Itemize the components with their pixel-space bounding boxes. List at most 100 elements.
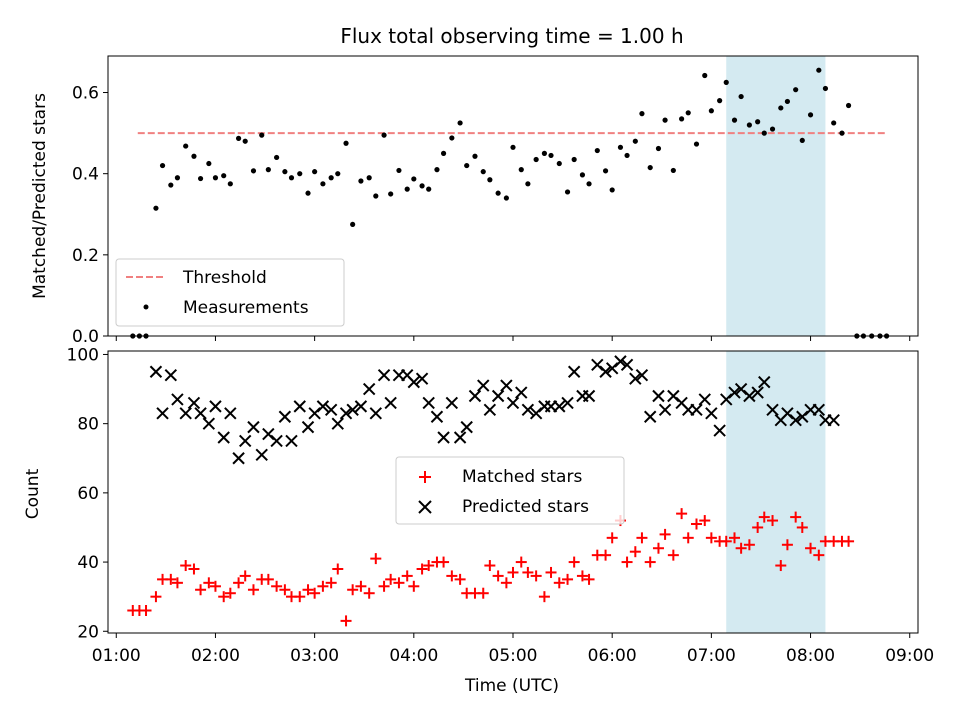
measurement-point bbox=[320, 181, 326, 187]
matched-star-point bbox=[600, 549, 612, 561]
measurement-point bbox=[388, 191, 394, 197]
matched-star-point bbox=[378, 580, 390, 592]
measurement-point bbox=[602, 168, 609, 174]
x-tick-label: 01:00 bbox=[92, 646, 141, 666]
bottom-y-axis-label: Count bbox=[23, 468, 43, 519]
legend-threshold-label: Threshold bbox=[182, 268, 267, 288]
predicted-star-point bbox=[812, 403, 826, 417]
predicted-star-point bbox=[224, 407, 237, 420]
matched-star-point bbox=[294, 591, 306, 603]
predicted-star-point bbox=[362, 382, 376, 396]
matched-star-point bbox=[636, 532, 648, 544]
predicted-star-point bbox=[354, 400, 368, 413]
matched-star-point bbox=[393, 577, 405, 589]
bottom-legend: Matched stars Predicted stars bbox=[395, 456, 625, 525]
bottom-legend-box bbox=[395, 456, 625, 525]
measurement-point bbox=[556, 160, 562, 167]
predicted-star-point bbox=[652, 389, 665, 403]
matched-star-point bbox=[180, 560, 192, 572]
predicted-star-point bbox=[766, 403, 779, 417]
matched-star-point bbox=[644, 556, 656, 568]
measurement-point bbox=[259, 132, 265, 138]
matched-star-point bbox=[188, 563, 200, 575]
measurement-point bbox=[831, 120, 837, 126]
measurement-point bbox=[495, 190, 501, 196]
measurement-point bbox=[358, 178, 364, 184]
measurement-point bbox=[472, 153, 478, 159]
y-tick-label: 0.2 bbox=[72, 246, 99, 266]
matched-star-point bbox=[150, 591, 162, 603]
measurement-point bbox=[464, 162, 470, 169]
matched-star-point bbox=[363, 587, 375, 599]
matched-star-point bbox=[515, 556, 527, 568]
matched-star-point bbox=[165, 573, 177, 585]
x-axis-label: Time (UTC) bbox=[464, 676, 559, 696]
measurement-point bbox=[153, 205, 159, 211]
matched-star-point bbox=[690, 518, 702, 530]
matched-star-point bbox=[507, 566, 519, 578]
predicted-star-point bbox=[316, 400, 330, 413]
predicted-star-point bbox=[171, 393, 184, 406]
measurement-point bbox=[746, 122, 752, 128]
predicted-star-point bbox=[477, 379, 490, 392]
matched-star-point bbox=[699, 515, 711, 527]
matched-star-point bbox=[805, 542, 817, 554]
measurement-point bbox=[679, 116, 685, 122]
measurement-point bbox=[288, 175, 295, 181]
y-tick-label: 0.6 bbox=[72, 84, 99, 104]
measurement-point bbox=[533, 156, 539, 163]
measurement-point bbox=[305, 190, 311, 196]
predicted-star-point bbox=[202, 417, 216, 430]
measurement-point bbox=[227, 181, 233, 187]
top-x-ticks bbox=[115, 336, 911, 341]
predicted-star-point bbox=[635, 369, 649, 382]
y-tick-label: 60 bbox=[77, 484, 99, 504]
predicted-star-point bbox=[422, 396, 435, 410]
legend-measurements-swatch bbox=[143, 304, 149, 310]
measurement-point bbox=[564, 189, 571, 195]
measurement-point bbox=[793, 87, 799, 93]
measurement-point bbox=[632, 138, 638, 144]
matched-star-point bbox=[385, 573, 397, 585]
bottom-x-ticks: 01:00 02:00 03:00 04:00 05:00 06:00 07:00 08:00… bbox=[92, 633, 934, 666]
predicted-star-point bbox=[278, 410, 292, 423]
predicted-star-point bbox=[483, 403, 497, 417]
bottom-y-ticks: 20 40 60 80 100 bbox=[67, 345, 108, 642]
predicted-star-point bbox=[331, 417, 344, 430]
predicted-star-point bbox=[247, 420, 260, 434]
matched-stars-layer bbox=[127, 508, 855, 627]
measurement-point bbox=[541, 150, 548, 156]
measurement-point bbox=[662, 117, 668, 123]
measurement-point bbox=[617, 144, 624, 150]
measurement-point bbox=[702, 72, 708, 79]
measurement-point bbox=[265, 167, 271, 173]
predicted-star-point bbox=[407, 375, 421, 389]
predicted-star-point bbox=[156, 407, 169, 420]
matched-star-point bbox=[203, 577, 215, 589]
measurement-point bbox=[723, 79, 729, 85]
matched-star-point bbox=[752, 521, 764, 533]
measurement-point bbox=[845, 102, 852, 109]
measurement-point bbox=[297, 171, 303, 177]
predicted-star-point bbox=[460, 420, 473, 434]
predicted-star-point bbox=[743, 389, 756, 403]
matched-star-point bbox=[171, 577, 183, 589]
predicted-star-point bbox=[415, 372, 429, 385]
top-legend: Threshold Measurements bbox=[115, 258, 345, 327]
matched-star-point bbox=[545, 566, 557, 578]
measurement-point bbox=[525, 181, 531, 187]
predicted-star-point bbox=[491, 389, 505, 403]
measurement-point bbox=[350, 221, 356, 228]
measurement-point bbox=[685, 110, 691, 116]
measurement-point bbox=[586, 181, 592, 187]
measurement-point bbox=[670, 167, 676, 174]
measurement-point bbox=[761, 130, 767, 136]
measurement-point bbox=[366, 175, 372, 181]
measurement-point bbox=[480, 169, 486, 175]
matched-star-point bbox=[370, 553, 382, 565]
predicted-star-point bbox=[690, 403, 703, 417]
y-tick-label: 40 bbox=[77, 553, 99, 573]
predicted-star-point bbox=[453, 431, 467, 444]
predicted-star-point bbox=[437, 431, 450, 444]
